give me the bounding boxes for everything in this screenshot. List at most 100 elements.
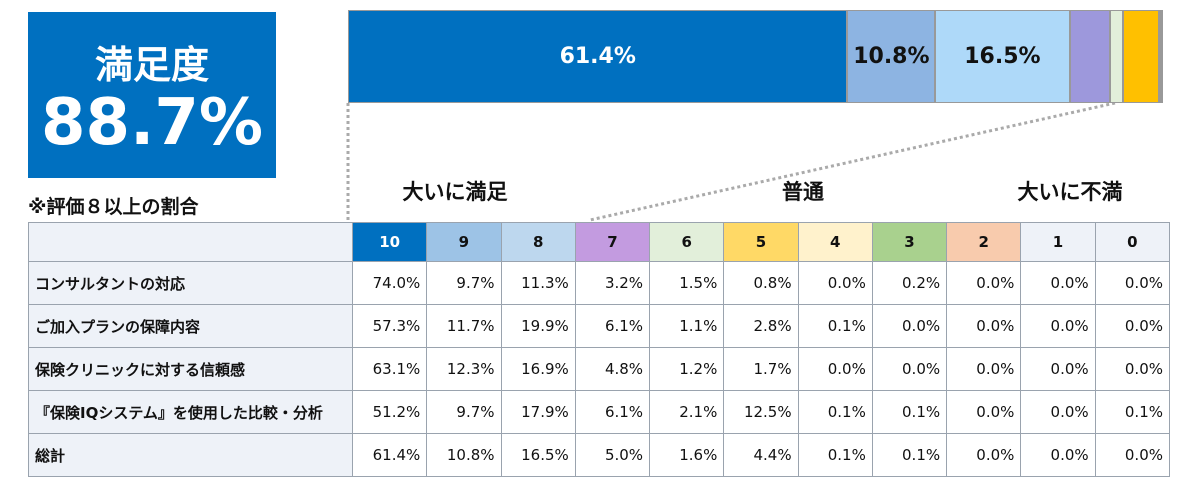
- stacked-bar: 61.4% 10.8% 16.5%: [348, 10, 1163, 103]
- column-header: 8: [500, 222, 576, 262]
- cell: 4.8%: [574, 347, 651, 391]
- cell: 0.0%: [1020, 433, 1096, 477]
- cell: 0.1%: [797, 304, 873, 348]
- cell: 0.0%: [946, 433, 1022, 477]
- scale-label: 大いに満足: [402, 180, 508, 204]
- cell: 9.7%: [426, 261, 502, 305]
- cell: 11.7%: [426, 304, 502, 348]
- cell: 16.9%: [500, 347, 576, 391]
- bar-segment: [1123, 10, 1159, 103]
- cell: 12.3%: [426, 347, 502, 391]
- cell: 0.2%: [871, 261, 948, 305]
- cell: 0.0%: [946, 261, 1022, 305]
- summary-note: ※評価８以上の割合: [28, 196, 199, 218]
- row-header: ご加入プランの保障内容: [28, 304, 353, 348]
- cell: 51.2%: [351, 390, 428, 434]
- cell: 61.4%: [351, 433, 428, 477]
- cell: 1.6%: [649, 433, 725, 477]
- bar-segment: 10.8%: [847, 10, 936, 103]
- scale-label: 普通: [782, 180, 824, 204]
- cell: 0.0%: [1094, 304, 1171, 348]
- bar-segment: 61.4%: [348, 10, 848, 103]
- cell: 57.3%: [351, 304, 428, 348]
- cell: 74.0%: [351, 261, 428, 305]
- cell: 3.2%: [574, 261, 651, 305]
- column-header: 3: [871, 222, 948, 262]
- table-row: 『保険IQシステム』を使用した比較・分析 51.2% 9.7% 17.9% 6.1% 2.…: [28, 390, 1171, 434]
- table-row: コンサルタントの対応 74.0% 9.7% 11.3% 3.2% 1.5% 0.8% 0.0%…: [28, 261, 1171, 305]
- cell: 0.0%: [797, 347, 873, 391]
- cell: 0.1%: [797, 390, 873, 434]
- column-header: 7: [574, 222, 651, 262]
- cell: 0.0%: [946, 347, 1022, 391]
- cell: 0.1%: [871, 433, 948, 477]
- column-header: 6: [649, 222, 725, 262]
- header-row: 10 9 8 7 6 5 4 3 2 1 0: [28, 222, 1171, 262]
- bar-label: 61.4%: [559, 44, 636, 69]
- row-header: 総計: [28, 433, 353, 477]
- cell: 0.0%: [1094, 261, 1171, 305]
- row-header: 保険クリニックに対する信頼感: [28, 347, 353, 391]
- cell: 0.0%: [946, 390, 1022, 434]
- cell: 6.1%: [574, 390, 651, 434]
- bar-segment: [1159, 10, 1161, 103]
- cell: 16.5%: [500, 433, 576, 477]
- cell: 4.4%: [723, 433, 799, 477]
- cell: 17.9%: [500, 390, 576, 434]
- column-header: 5: [723, 222, 799, 262]
- cell: 19.9%: [500, 304, 576, 348]
- cell: 0.0%: [1094, 347, 1171, 391]
- bar-segment: 16.5%: [935, 10, 1070, 103]
- cell: 1.7%: [723, 347, 799, 391]
- summary-title: 満足度: [94, 43, 209, 87]
- table-row: 総計 61.4% 10.8% 16.5% 5.0% 1.6% 4.4% 0.1% 0.1% 0.0…: [28, 433, 1171, 477]
- cell: 12.5%: [723, 390, 799, 434]
- cell: 0.0%: [946, 304, 1022, 348]
- table-body: コンサルタントの対応 74.0% 9.7% 11.3% 3.2% 1.5% 0.8% 0.0%…: [28, 261, 1171, 477]
- cell: 11.3%: [500, 261, 576, 305]
- cell: 2.1%: [649, 390, 725, 434]
- cell: 1.2%: [649, 347, 725, 391]
- summary-value: 88.7%: [40, 86, 264, 160]
- cell: 0.0%: [871, 347, 948, 391]
- cell: 10.8%: [426, 433, 502, 477]
- cell: 1.5%: [649, 261, 725, 305]
- table-row: ご加入プランの保障内容 57.3% 11.7% 19.9% 6.1% 1.1% 2.8% 0.…: [28, 304, 1171, 348]
- cell: 0.0%: [1020, 390, 1096, 434]
- cell: 1.1%: [649, 304, 725, 348]
- cell: 0.0%: [1094, 433, 1171, 477]
- header-corner: [28, 222, 353, 262]
- column-header: 10: [351, 222, 428, 262]
- cell: 0.1%: [1094, 390, 1171, 434]
- cell: 0.0%: [1020, 304, 1096, 348]
- bar-label: 10.8%: [853, 44, 930, 69]
- cell: 63.1%: [351, 347, 428, 391]
- table: 10 9 8 7 6 5 4 3 2 1 0 コンサルタントの対応 74.0% 9.7% 11.3% 3.2…: [28, 222, 1171, 477]
- bar-segment: [1069, 10, 1111, 103]
- cell: 0.0%: [1020, 347, 1096, 391]
- bar-segment: [1110, 10, 1124, 103]
- column-header: 2: [946, 222, 1022, 262]
- summary-box: 満足度 88.7%: [28, 12, 276, 178]
- row-header: 『保険IQシステム』を使用した比較・分析: [28, 390, 353, 434]
- cell: 0.1%: [871, 390, 948, 434]
- cell: 0.8%: [723, 261, 799, 305]
- bar-label: 16.5%: [964, 44, 1041, 69]
- cell: 5.0%: [574, 433, 651, 477]
- cell: 0.1%: [797, 433, 873, 477]
- bar-segment: [1161, 10, 1163, 103]
- scale-label: 大いに不満: [1017, 180, 1123, 204]
- row-header: コンサルタントの対応: [28, 261, 353, 305]
- column-header: 4: [797, 222, 873, 262]
- cell: 6.1%: [574, 304, 651, 348]
- cell: 9.7%: [426, 390, 502, 434]
- cell: 2.8%: [723, 304, 799, 348]
- cell: 0.0%: [1020, 261, 1096, 305]
- table-row: 保険クリニックに対する信頼感 63.1% 12.3% 16.9% 4.8% 1.2% 1.7…: [28, 347, 1171, 391]
- cell: 0.0%: [871, 304, 948, 348]
- column-header: 0: [1094, 222, 1171, 262]
- cell: 0.0%: [797, 261, 873, 305]
- column-header: 9: [426, 222, 502, 262]
